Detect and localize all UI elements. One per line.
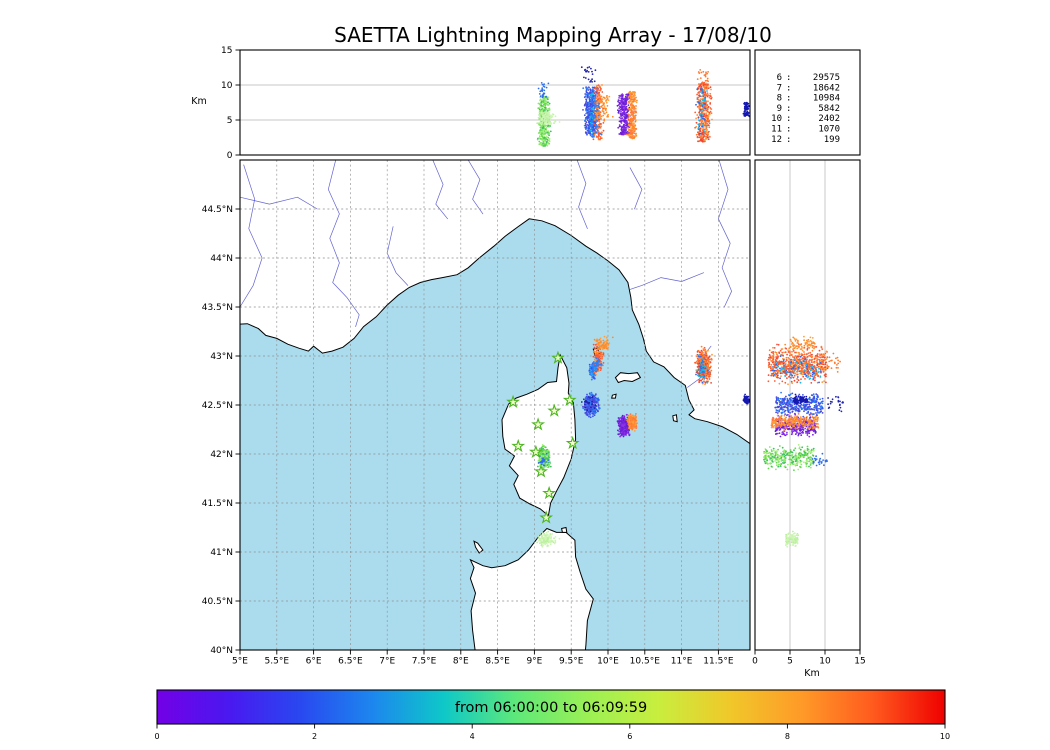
stats-panel-frame bbox=[754, 49, 861, 156]
svg-text:10: 10 bbox=[771, 114, 782, 124]
svg-text:8: 8 bbox=[777, 94, 782, 104]
latitude-panel-frame bbox=[754, 159, 861, 651]
station-star-icon bbox=[562, 392, 577, 407]
altitude-longitude-panel: 0 5 10 15 Km bbox=[191, 46, 751, 161]
svg-text:18642: 18642 bbox=[813, 83, 840, 93]
svg-text:5.5°E: 5.5°E bbox=[265, 657, 290, 667]
svg-text:1070: 1070 bbox=[818, 125, 840, 135]
svg-text::: : bbox=[786, 73, 791, 83]
altitude-panel-frame bbox=[239, 49, 751, 156]
figure-title: SAETTA Lightning Mapping Array - 17/08/1… bbox=[334, 23, 772, 47]
svg-text:6.5°E: 6.5°E bbox=[338, 657, 363, 667]
latitude-panel-scatter-points bbox=[763, 335, 844, 548]
svg-text::: : bbox=[786, 94, 791, 104]
map-scatter-points bbox=[536, 335, 750, 548]
altitude-latitude-panel: 0 5 10 15 Km bbox=[752, 159, 866, 679]
svg-text:199: 199 bbox=[824, 135, 840, 145]
altitude-axis-label-bottom: Km bbox=[804, 668, 819, 679]
altitude-panel-background bbox=[240, 50, 750, 155]
stats-rows: 6: 29575 7: 18642 8: 10984 9: 5842 10: 2402 11: 107… bbox=[771, 73, 840, 145]
station-star-icon bbox=[547, 403, 562, 417]
station-star-icons bbox=[506, 350, 580, 524]
svg-text:15: 15 bbox=[221, 46, 232, 56]
svg-text:10984: 10984 bbox=[813, 94, 840, 104]
svg-text:7: 7 bbox=[777, 83, 782, 93]
map-axis-ticks: 5°E 5.5°E 6°E 6.5°E 7°E 7.5°E 8°E 8.5°E 9°E 9.5°E… bbox=[202, 205, 734, 667]
latitude-panel-axis-ticks: 0 5 10 15 bbox=[752, 650, 866, 667]
station-star-icon bbox=[551, 350, 565, 364]
station-star-icon bbox=[531, 417, 546, 431]
svg-text:6: 6 bbox=[777, 73, 782, 83]
map-graticule bbox=[240, 160, 750, 650]
svg-text:0: 0 bbox=[227, 151, 233, 161]
svg-text:29575: 29575 bbox=[813, 73, 840, 83]
land-coastlines bbox=[240, 160, 750, 650]
svg-text:9: 9 bbox=[777, 104, 782, 114]
svg-text:11: 11 bbox=[771, 125, 782, 135]
station-star-icon bbox=[539, 510, 554, 524]
svg-text:2402: 2402 bbox=[818, 114, 840, 124]
svg-text:5°E: 5°E bbox=[232, 657, 248, 667]
svg-text::: : bbox=[786, 125, 791, 135]
svg-text:12: 12 bbox=[771, 135, 782, 145]
altitude-panel-scatter-points bbox=[536, 66, 750, 148]
svg-text:5842: 5842 bbox=[818, 104, 840, 114]
svg-text::: : bbox=[786, 135, 791, 145]
svg-text:5: 5 bbox=[227, 116, 233, 126]
station-star-icon bbox=[565, 435, 580, 450]
time-colorbar: from 06:00:00 to 06:09:59 0 2 4 6 8 10 bbox=[154, 689, 950, 741]
source-count-stats-panel: 6: 29575 7: 18642 8: 10984 9: 5842 10: 2402 11: 107… bbox=[754, 49, 861, 156]
svg-text:10: 10 bbox=[221, 81, 233, 91]
colorbar-label: from 06:00:00 to 06:09:59 bbox=[455, 700, 647, 716]
svg-text::: : bbox=[786, 114, 791, 124]
station-star-icon bbox=[534, 464, 548, 478]
colorbar-ticks: 0 2 4 6 8 10 bbox=[154, 724, 950, 741]
svg-text::: : bbox=[786, 104, 791, 114]
station-star-icon bbox=[511, 438, 526, 453]
altitude-axis-label: Km bbox=[191, 96, 206, 107]
svg-text::: : bbox=[786, 83, 791, 93]
station-star-icon bbox=[542, 485, 557, 500]
svg-text:6°E: 6°E bbox=[306, 657, 322, 667]
altitude-axis-ticks: 0 5 10 15 bbox=[221, 46, 240, 161]
altitude-panel-gridlines bbox=[240, 84, 750, 121]
station-star-icon bbox=[506, 394, 521, 408]
colorbar-gradient bbox=[156, 689, 946, 725]
station-star-icon bbox=[528, 444, 543, 458]
map-panel: 5°E 5.5°E 6°E 6.5°E 7°E 7.5°E 8°E 8.5°E 9°E 9.5°E… bbox=[202, 159, 751, 667]
